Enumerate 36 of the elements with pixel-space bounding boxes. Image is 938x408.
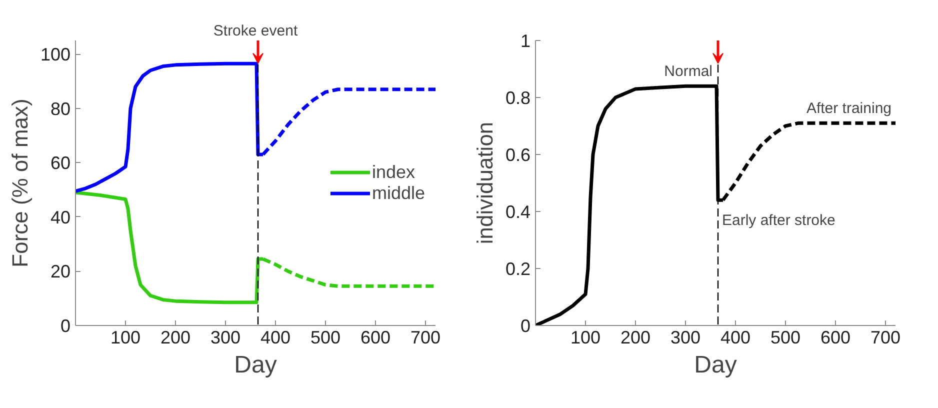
y-tick-label: 0.4	[505, 202, 531, 222]
y-tick-label: 60	[50, 153, 71, 174]
y-tick-label: 1	[520, 31, 531, 51]
x-tick-label: 600	[360, 328, 391, 348]
annotation: After training	[806, 100, 892, 118]
x-tick-label: 700	[410, 328, 441, 348]
annotation: Early after stroke	[722, 212, 836, 230]
y-tick-label: 0.6	[505, 145, 531, 165]
y-tick-label: 80	[50, 98, 71, 119]
x-tick-label: 100	[110, 328, 141, 348]
annotation: Normal	[664, 63, 713, 80]
y-tick-label: 0.2	[505, 259, 531, 279]
x-tick-label: 200	[620, 328, 651, 348]
x-tick-label: 400	[720, 328, 751, 348]
y-axis-title: individuation	[472, 122, 498, 244]
y-axis-title: Force (% of max)	[7, 98, 32, 268]
x-tick-label: 600	[820, 328, 851, 348]
y-tick-label: 40	[50, 207, 71, 228]
x-tick-label: 400	[260, 328, 291, 348]
x-tick-label: 700	[870, 328, 901, 348]
ref-line-label: Stroke event	[213, 22, 298, 40]
legend-label: middle	[372, 182, 425, 204]
y-tick-label: 0	[60, 316, 71, 336]
x-tick-label: 300	[670, 328, 701, 348]
x-axis-title: Day	[234, 352, 277, 378]
y-tick-label: 0.8	[505, 88, 531, 108]
x-tick-label: 100	[570, 328, 601, 348]
y-tick-label: 0	[520, 316, 531, 336]
x-axis-title: Day	[694, 352, 737, 378]
x-tick-label: 500	[770, 328, 801, 348]
x-tick-label: 200	[160, 328, 191, 348]
x-tick-label: 500	[310, 328, 341, 348]
y-tick-label: 20	[50, 262, 71, 282]
legend-label: index	[372, 162, 415, 182]
x-tick-label: 300	[210, 328, 241, 348]
y-tick-label: 100	[40, 44, 71, 65]
